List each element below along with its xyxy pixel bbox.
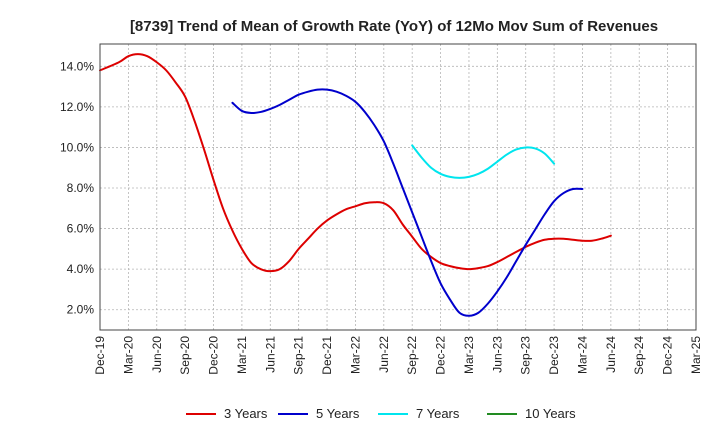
y-tick-label: 4.0% xyxy=(67,262,95,276)
x-tick-label: Sep-20 xyxy=(178,336,192,375)
legend-label-3-years: 3 Years xyxy=(224,406,268,421)
x-tick-label: Jun-20 xyxy=(150,336,164,373)
x-tick-label: Dec-21 xyxy=(320,336,334,375)
x-axis-ticks: Dec-19 Mar-20 Jun-20 Sep-20 Dec-20 Mar-21 Jun-… xyxy=(93,336,703,375)
x-tick-label: Dec-19 xyxy=(93,336,107,375)
series-line-5-years xyxy=(231,88,584,317)
x-tick-label: Sep-24 xyxy=(632,336,646,375)
y-axis-ticks: 2.0% 4.0% 6.0% 8.0% 10.0% 12.0% 14.0% xyxy=(60,59,94,316)
x-tick-label: Mar-22 xyxy=(348,336,362,374)
x-tick-label: Dec-23 xyxy=(547,336,561,375)
x-tick-label: Mar-24 xyxy=(575,336,589,374)
y-tick-label: 10.0% xyxy=(60,140,94,154)
x-tick-label: Jun-21 xyxy=(263,336,277,373)
series-lines xyxy=(99,53,612,317)
plot-frame xyxy=(99,43,697,331)
legend-label-7-years: 7 Years xyxy=(416,406,460,421)
x-tick-label: Dec-22 xyxy=(434,336,448,375)
legend: 3 Years 5 Years 7 Years 10 Years xyxy=(186,406,576,421)
x-tick-label: Dec-20 xyxy=(207,336,221,375)
x-tick-label: Mar-21 xyxy=(235,336,249,374)
x-tick-label: Mar-20 xyxy=(121,336,135,374)
x-tick-label: Jun-24 xyxy=(604,336,618,373)
x-tick-label: Jun-22 xyxy=(377,336,391,373)
x-tick-label: Jun-23 xyxy=(490,336,504,373)
y-tick-label: 8.0% xyxy=(67,181,95,195)
y-tick-label: 12.0% xyxy=(60,100,94,114)
y-tick-label: 6.0% xyxy=(67,222,95,236)
x-tick-label: Sep-22 xyxy=(405,336,419,375)
x-tick-label: Sep-21 xyxy=(292,336,306,375)
x-tick-label: Mar-23 xyxy=(462,336,476,374)
chart-title: [8739] Trend of Mean of Growth Rate (YoY… xyxy=(130,18,658,35)
x-tick-label: Mar-25 xyxy=(689,336,703,374)
legend-label-10-years: 10 Years xyxy=(525,406,576,421)
grid-lines xyxy=(100,44,696,330)
series-line-3-years xyxy=(99,53,612,273)
x-tick-label: Sep-23 xyxy=(519,336,533,375)
x-tick-label: Dec-24 xyxy=(661,336,675,375)
legend-label-5-years: 5 Years xyxy=(316,406,360,421)
y-tick-label: 14.0% xyxy=(60,59,94,73)
y-tick-label: 2.0% xyxy=(67,303,95,317)
series-line-7-years xyxy=(411,144,556,179)
